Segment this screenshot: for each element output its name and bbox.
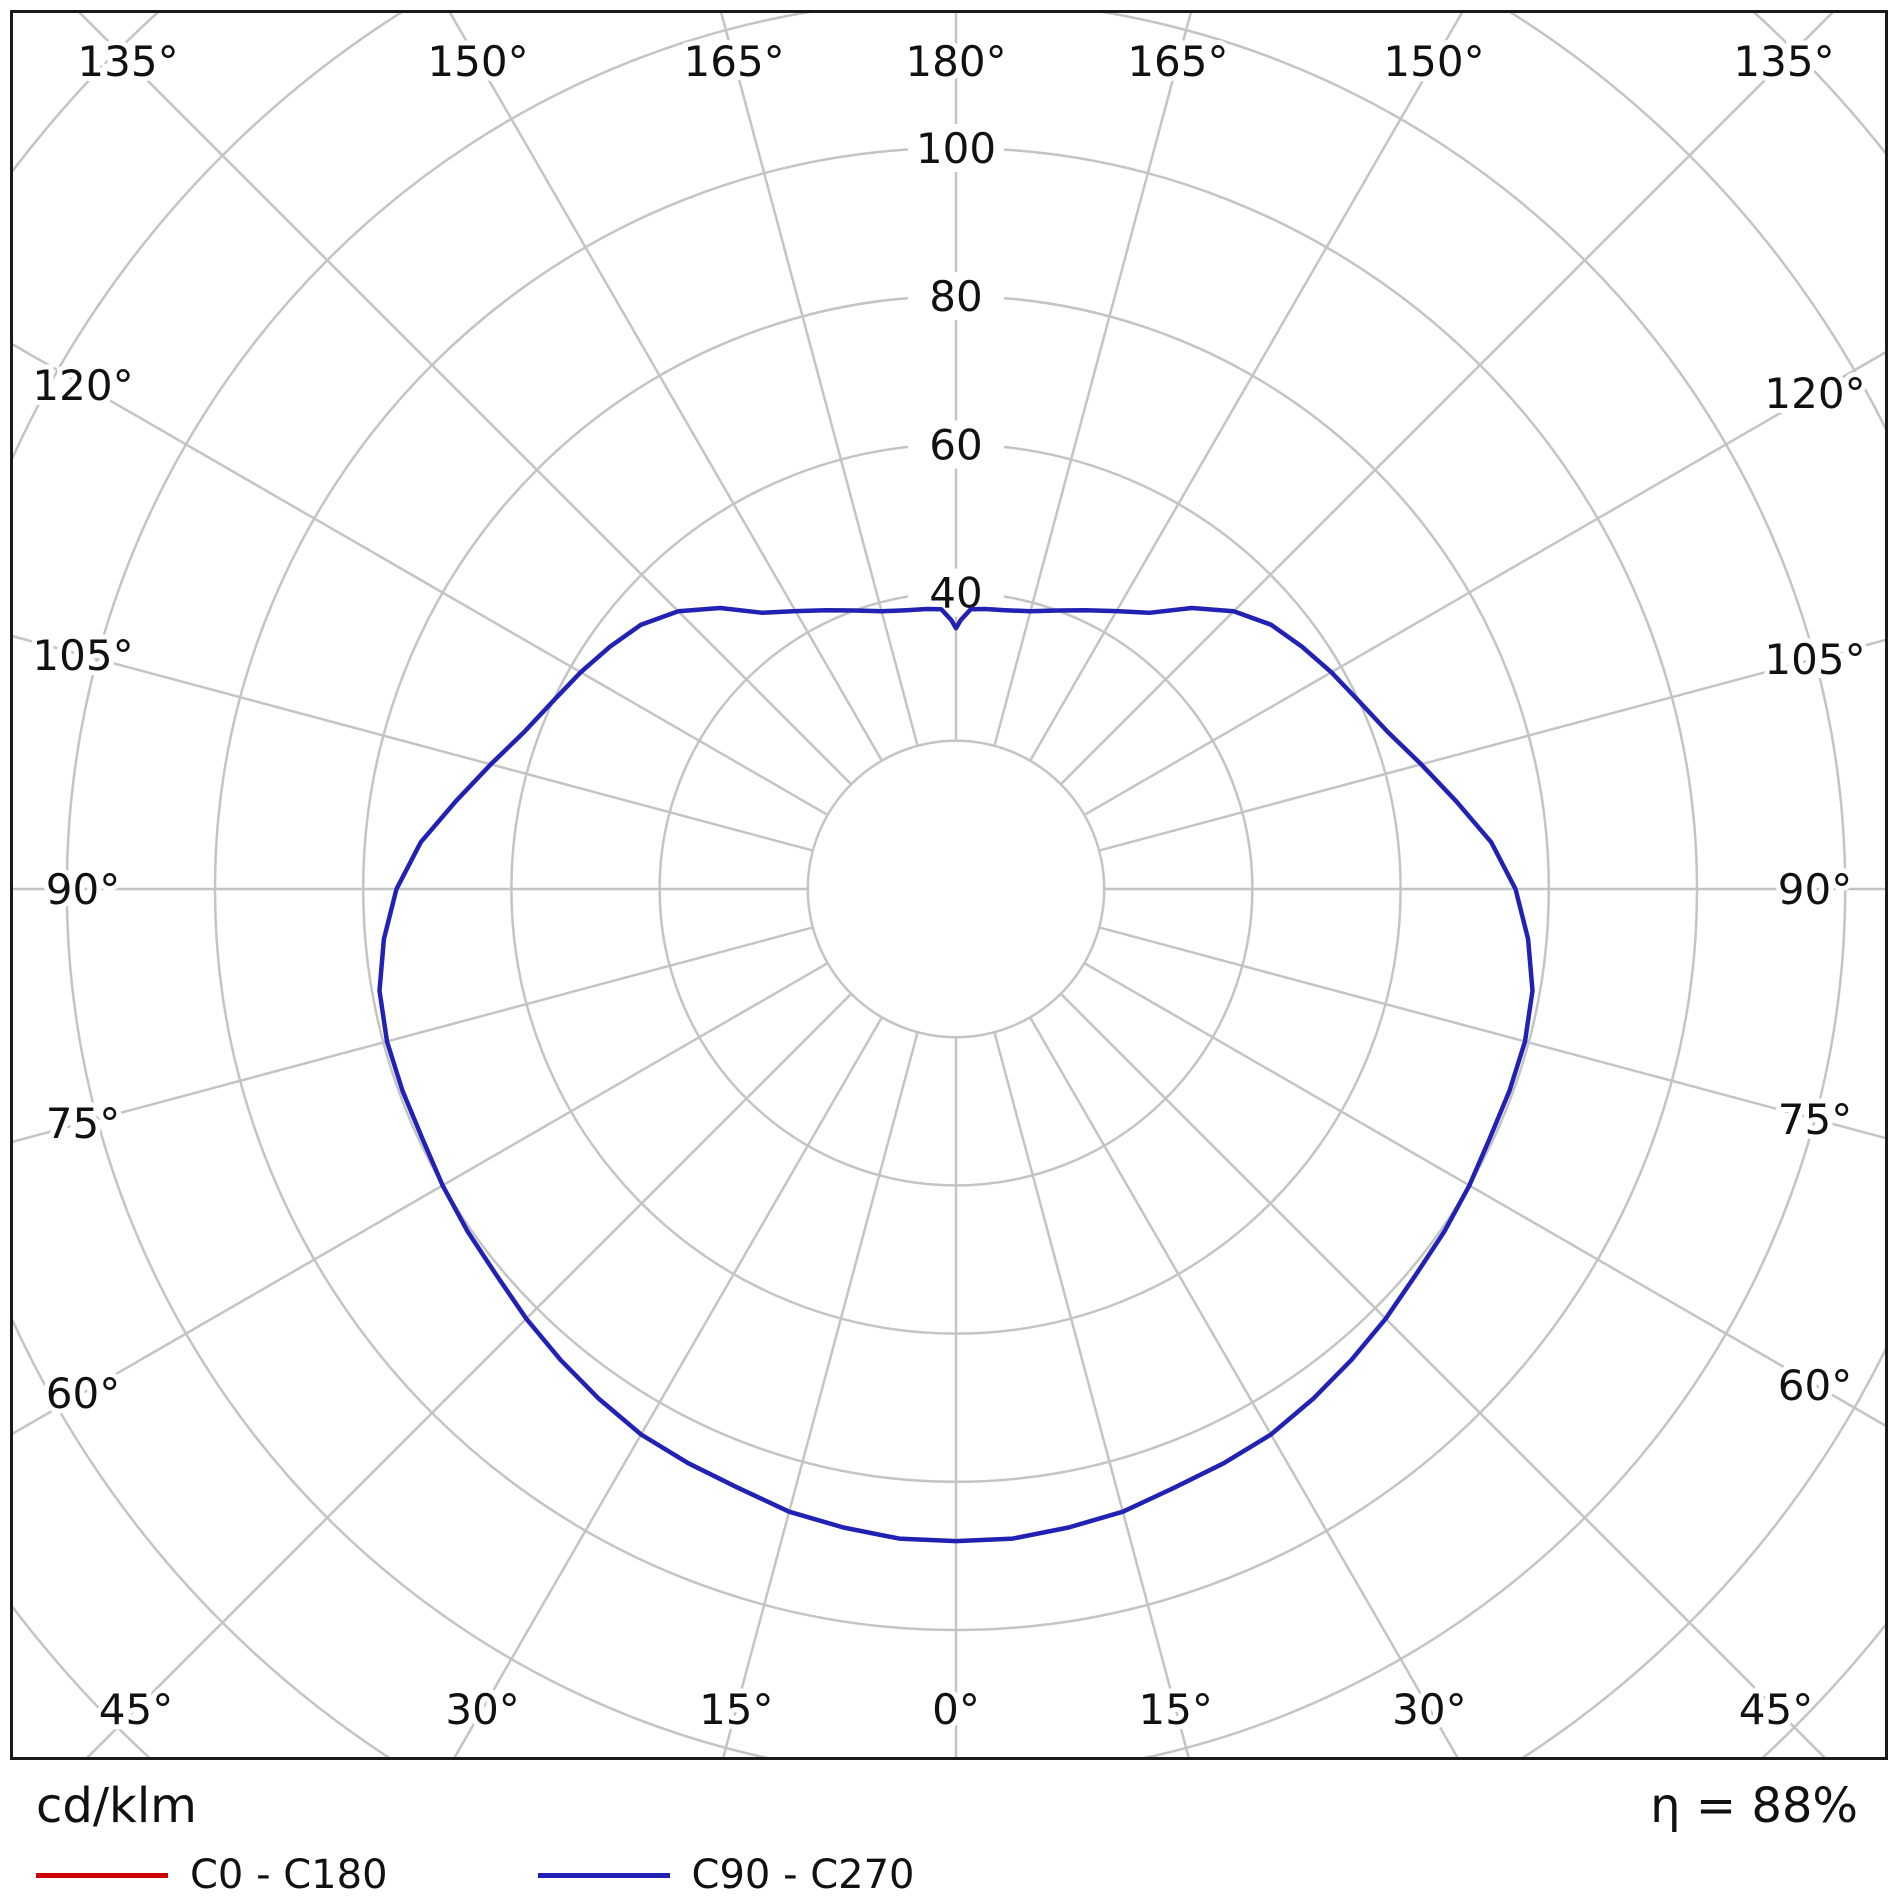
svg-text:45°: 45°: [99, 1685, 173, 1734]
svg-text:45°: 45°: [1739, 1685, 1813, 1734]
legend-item-c0-c180: C0 - C180: [36, 1852, 388, 1898]
svg-text:90°: 90°: [1778, 865, 1852, 914]
svg-text:90°: 90°: [46, 865, 120, 914]
legend-item-c90-c270: C90 - C270: [537, 1852, 915, 1898]
svg-text:120°: 120°: [32, 361, 133, 410]
svg-text:30°: 30°: [445, 1685, 519, 1734]
svg-text:165°: 165°: [684, 37, 785, 86]
legend-label-c0-c180: C0 - C180: [190, 1852, 388, 1898]
efficiency-label: η = 88%: [1650, 1778, 1858, 1834]
svg-text:0°: 0°: [932, 1685, 980, 1734]
legend-line-blue-icon: [537, 1872, 670, 1878]
svg-text:150°: 150°: [427, 37, 528, 86]
svg-text:60°: 60°: [46, 1369, 120, 1418]
svg-text:135°: 135°: [77, 37, 178, 86]
svg-text:60°: 60°: [1778, 1361, 1852, 1410]
svg-text:105°: 105°: [32, 631, 133, 680]
svg-text:105°: 105°: [1764, 635, 1865, 684]
svg-text:60: 60: [929, 420, 982, 469]
svg-text:180°: 180°: [905, 37, 1006, 86]
svg-text:120°: 120°: [1764, 369, 1865, 418]
svg-text:15°: 15°: [1138, 1685, 1212, 1734]
unit-label: cd/klm: [36, 1778, 197, 1834]
svg-text:75°: 75°: [1778, 1095, 1852, 1144]
curve-c90-c270: [377, 605, 1535, 1544]
legend-label-c90-c270: C90 - C270: [691, 1852, 915, 1898]
svg-text:15°: 15°: [699, 1685, 773, 1734]
svg-text:135°: 135°: [1733, 37, 1834, 86]
footer: cd/klm η = 88% C0 - C180 C90 - C270: [0, 1766, 1900, 1900]
svg-text:100: 100: [916, 124, 996, 173]
polar-grid-spokes: [13, 13, 1885, 1757]
svg-text:80: 80: [929, 272, 982, 321]
legend-line-red-icon: [36, 1872, 168, 1878]
svg-text:75°: 75°: [46, 1099, 120, 1148]
angle-labels: 0° 15° 15° 30° 30° 45° 45° 60° 60° 75° 75° 90° 90° 10…: [27, 32, 1870, 1739]
svg-text:150°: 150°: [1383, 37, 1484, 86]
legend: C0 - C180 C90 - C270: [36, 1852, 915, 1898]
svg-text:30°: 30°: [1392, 1685, 1466, 1734]
svg-text:165°: 165°: [1127, 37, 1228, 86]
polar-chart: 40 60 80 100 0° 15° 15° 30° 30° 45° 45° 60° 60° 75° 75…: [10, 10, 1888, 1760]
